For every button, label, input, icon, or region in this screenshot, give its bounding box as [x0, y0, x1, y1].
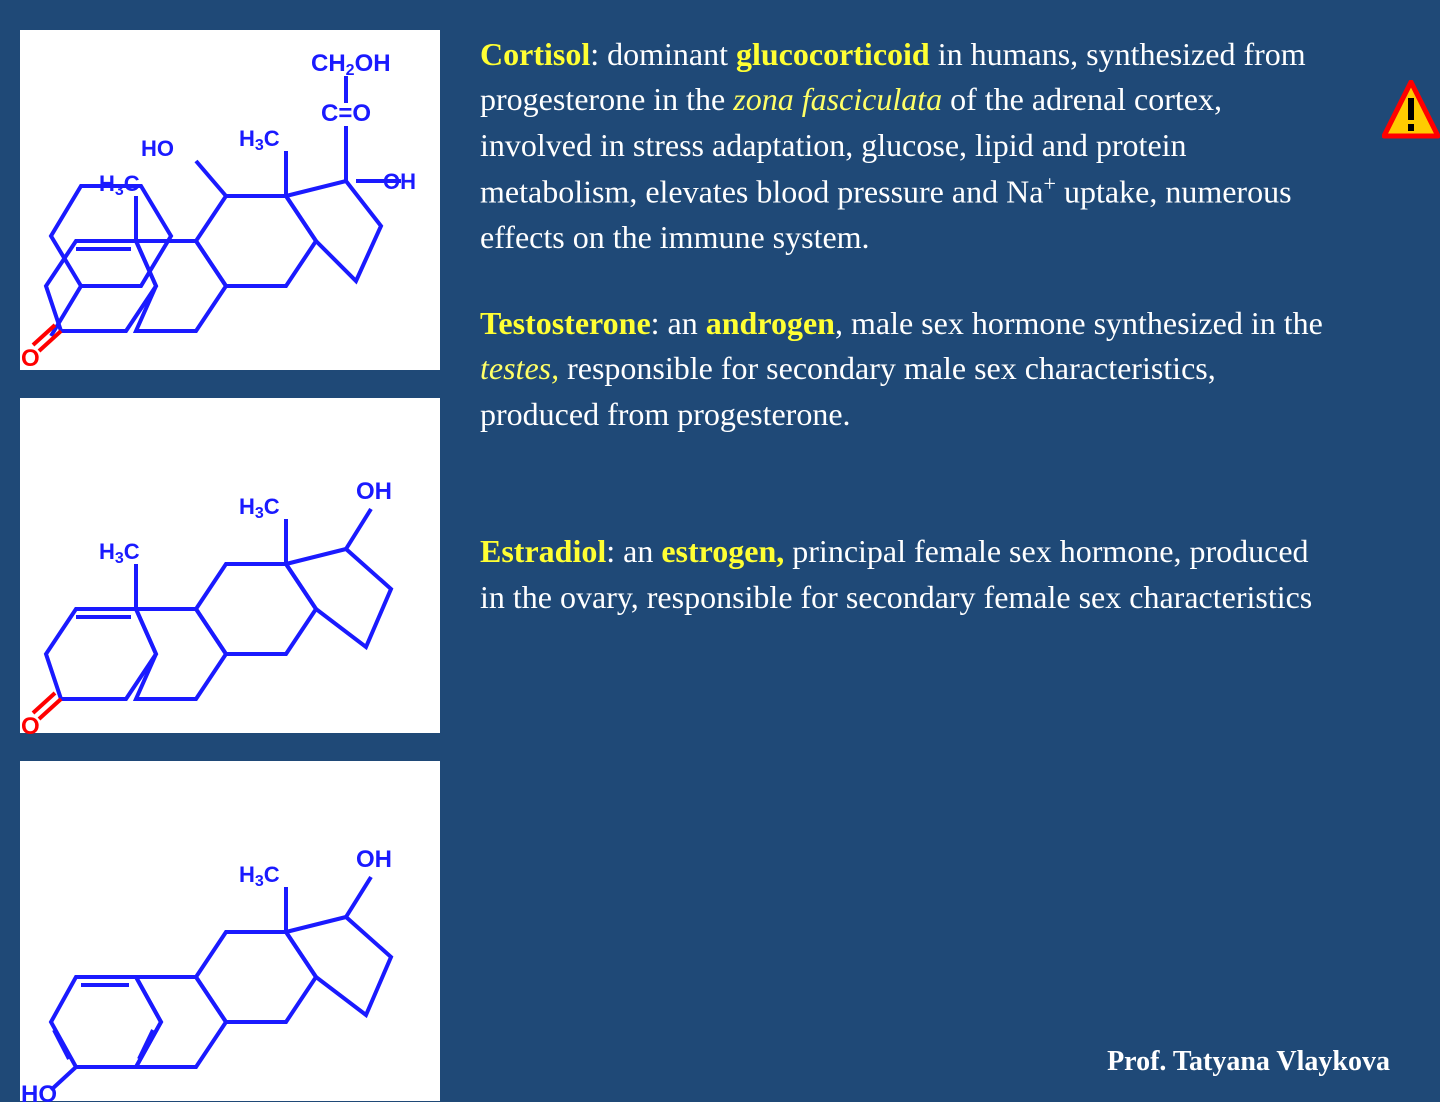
- atom-label-oh: HO: [141, 136, 174, 161]
- atom-label-oh: OH: [356, 478, 392, 505]
- entry-estradiol: Estradiol: an estrogen, principal female…: [480, 529, 1330, 620]
- structure-estradiol: HO H3C OH: [20, 761, 440, 1101]
- atom-label-oh: OH: [383, 169, 416, 194]
- atom-label-ch3: H3C: [239, 126, 280, 154]
- entry-text: responsible for secondary male sex chara…: [480, 350, 1216, 431]
- entry-cortisol: Cortisol: dominant glucocorticoid in hum…: [480, 32, 1330, 261]
- entry-italic: zona fasciculata: [733, 81, 942, 117]
- hormone-name: Cortisol: [480, 36, 590, 72]
- hormone-name: Testosterone: [480, 305, 651, 341]
- entry-text: , male sex hormone synthesized in the: [835, 305, 1323, 341]
- atom-label-oh: OH: [356, 846, 392, 873]
- entry-text: : an: [606, 533, 661, 569]
- atom-label-ch3: H3C: [239, 862, 280, 890]
- atom-label-ho: HO: [21, 1081, 57, 1102]
- atom-label-o: O: [21, 345, 40, 371]
- atom-label-o: O: [21, 713, 40, 734]
- entry-text: : dominant: [590, 36, 736, 72]
- author-credit: Prof. Tatyana Vlaykova: [1107, 1046, 1390, 1078]
- atom-label-co: C=O: [321, 100, 371, 127]
- hormone-class: estrogen,: [661, 533, 784, 569]
- descriptions-column: Cortisol: dominant glucocorticoid in hum…: [480, 30, 1420, 1101]
- hormone-class: glucocorticoid: [736, 36, 930, 72]
- slide-page: O H3C H3C HO OH C=O: [0, 0, 1440, 1101]
- hormone-name: Estradiol: [480, 533, 606, 569]
- structures-column: O H3C H3C HO OH C=O: [20, 30, 440, 1101]
- atom-label-ch2oh: CH2OH: [311, 50, 391, 79]
- warning-icon: [1382, 80, 1440, 140]
- atom-label-ch3: H3C: [239, 494, 280, 522]
- entry-testosterone: Testosterone: an androgen, male sex horm…: [480, 301, 1330, 437]
- entry-text: : an: [651, 305, 706, 341]
- structure-cortisol: O H3C H3C HO OH C=O: [20, 30, 440, 370]
- entry-italic: testes,: [480, 350, 559, 386]
- structure-testosterone: O H3C H3C OH: [20, 398, 440, 733]
- atom-label-ch3: H3C: [99, 171, 140, 199]
- hormone-class: androgen: [706, 305, 835, 341]
- superscript: +: [1043, 171, 1056, 196]
- atom-label-ch3: H3C: [99, 539, 140, 567]
